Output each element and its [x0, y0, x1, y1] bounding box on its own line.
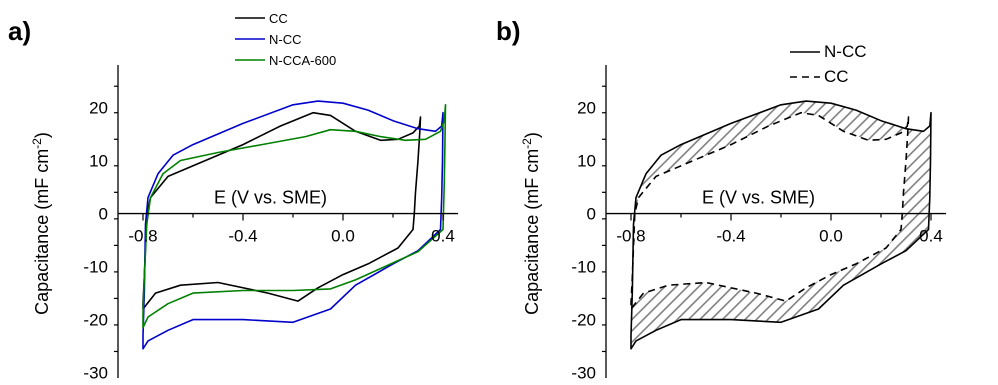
legend-label: N-CC: [269, 32, 302, 47]
y-axis-title-superscript: -2: [520, 138, 534, 149]
x-axis-title: E (V vs. SME): [214, 188, 327, 208]
chart-panel-a: a) -30 -20 -10 0 10 20 -0.8 -0.4 0.0 0.4 E (V vs.…: [8, 11, 458, 383]
series-line-cc: [630, 111, 910, 310]
y-tick-label: -30: [83, 364, 108, 383]
y-tick-label: -10: [571, 258, 596, 277]
y-tick-label: 20: [577, 98, 596, 117]
legend-label: CC: [824, 67, 849, 86]
chart-panel-b: b) -30 -20 -10 0 10 20 -0.8 -0.4 0.0 0.4 E (V vs.…: [496, 16, 946, 383]
y-tick-label: -30: [571, 364, 596, 383]
x-axis-title: E (V vs. SME): [702, 188, 815, 208]
x-tick-label: -0.4: [228, 227, 257, 246]
legend-label: CC: [269, 11, 288, 26]
series-line-n-cca-600: [142, 104, 447, 329]
axes: [605, 65, 946, 378]
y-axis-title-close: ): [522, 132, 542, 138]
y-tick-label: 20: [89, 98, 108, 117]
axes: [117, 65, 458, 378]
x-tick-label: 0.0: [331, 227, 355, 246]
y-axis-title-close: ): [32, 132, 52, 138]
x-tick-label: 0.0: [819, 227, 843, 246]
y-tick-label: 10: [89, 151, 108, 170]
y-axis-title: Capacitance (mF cm-2): [520, 132, 542, 315]
panel-label: a): [8, 16, 31, 46]
plot-area: [142, 100, 447, 350]
y-axis-title-main: Capacitance (mF cm: [32, 149, 52, 315]
legend-label: N-CCA-600: [269, 53, 336, 68]
legend: CC N-CC N-CCA-600: [235, 11, 336, 68]
tick-marks: -30 -20 -10 0 10 20 -0.8 -0.4 0.0 0.4: [571, 85, 943, 383]
legend: N-CC CC: [790, 42, 867, 86]
y-axis-title-superscript: -2: [30, 138, 44, 149]
x-tick-label: -0.4: [716, 227, 745, 246]
y-tick-label: -20: [83, 311, 108, 330]
tick-marks: -30 -20 -10 0 10 20 -0.8 -0.4 0.0 0.4: [83, 85, 455, 383]
y-tick-label: -10: [83, 258, 108, 277]
legend-label: N-CC: [824, 42, 867, 61]
y-tick-label: 10: [577, 151, 596, 170]
y-axis-title: Capacitance (mF cm-2): [30, 132, 52, 315]
plot-area: [630, 100, 932, 350]
series-line-cc: [142, 111, 422, 310]
y-tick-label: 0: [587, 205, 596, 224]
x-tick-label: -0.8: [128, 227, 157, 246]
panel-label: b): [496, 16, 521, 46]
y-tick-label: -20: [571, 311, 596, 330]
y-axis-title-main: Capacitance (mF cm: [522, 149, 542, 315]
y-tick-label: 0: [99, 205, 108, 224]
x-tick-label: 0.4: [431, 227, 455, 246]
x-tick-label: 0.4: [919, 227, 943, 246]
x-tick-label: -0.8: [616, 227, 645, 246]
hatched-difference-region: [631, 101, 931, 349]
